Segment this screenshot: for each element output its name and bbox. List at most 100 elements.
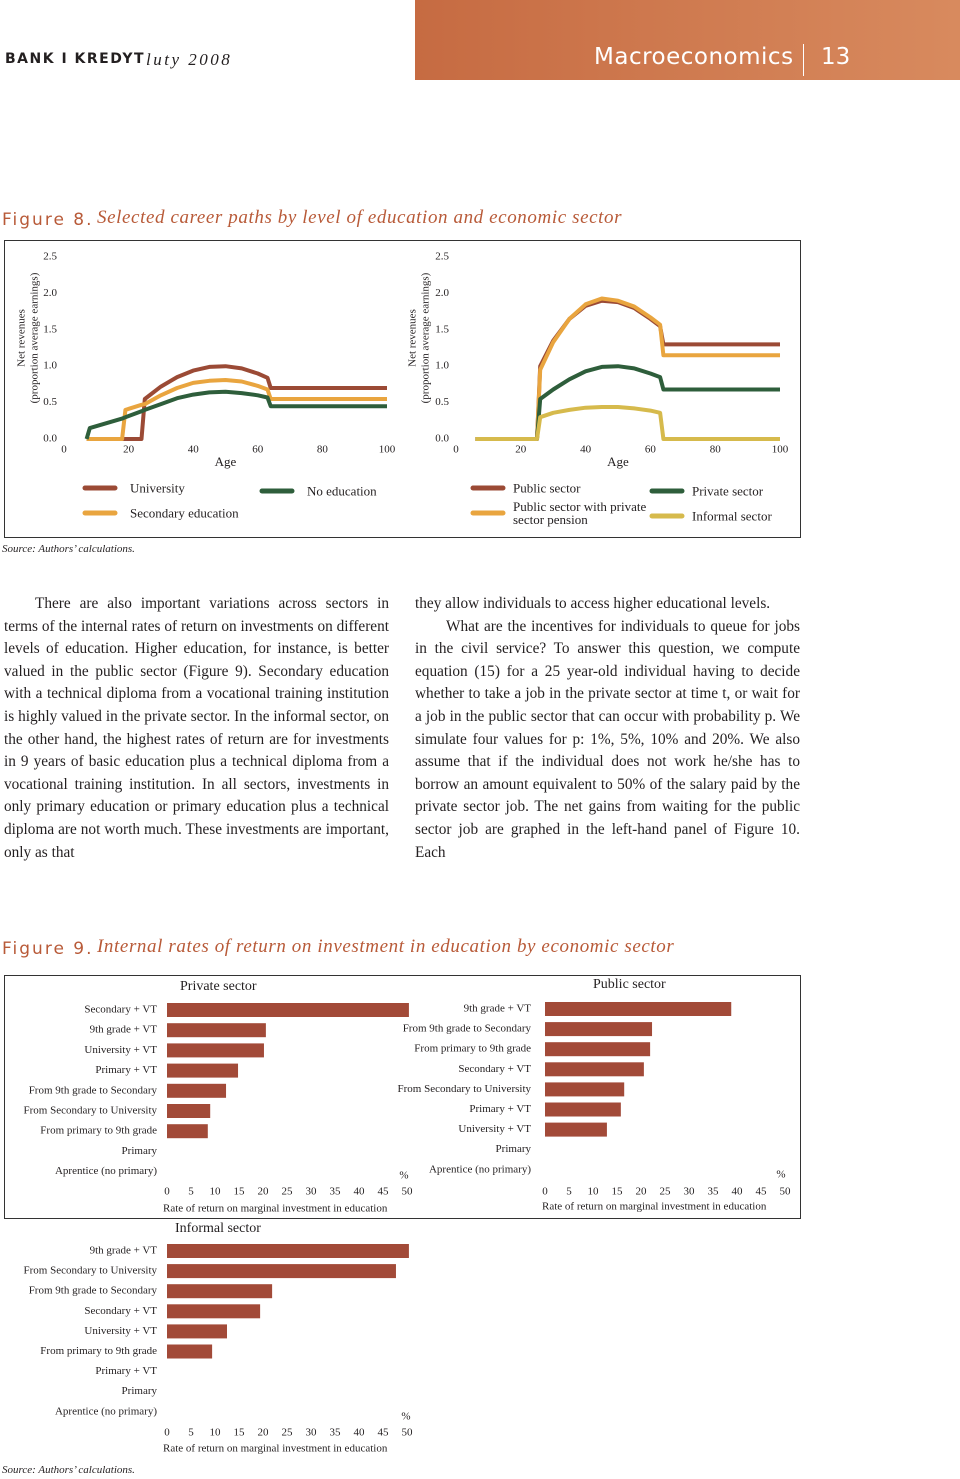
x-axis-label: Rate of return on marginal investment in… [163, 1443, 388, 1455]
x-tick-label: 15 [234, 1427, 246, 1439]
category-label: Primary [122, 1385, 158, 1397]
x-tick-label: 10 [210, 1427, 222, 1439]
bar [167, 1284, 273, 1299]
category-label: Primary + VT [95, 1365, 157, 1377]
category-label: From 9th grade to Secondary [29, 1285, 158, 1297]
x-tick-label: 0 [61, 444, 67, 456]
unit-label: % [401, 1411, 410, 1423]
x-tick-label: 0 [453, 444, 459, 456]
y-axis-label: (proportion average earnings) [420, 272, 432, 403]
chart-title: Public sector [593, 977, 666, 992]
x-tick-label: 30 [306, 1186, 318, 1198]
category-label: From primary to 9th grade [40, 1345, 157, 1357]
category-label: Aprentice (no primary) [55, 1165, 157, 1177]
unit-label: % [776, 1169, 785, 1181]
category-label: From primary to 9th grade [414, 1043, 531, 1055]
x-tick-label: 35 [330, 1186, 342, 1198]
legend-label: Public sector with private sector pensio… [513, 499, 647, 527]
series-line [475, 296, 780, 441]
x-tick-label: 0 [164, 1186, 170, 1198]
figure-label: Figure 8. [2, 210, 94, 230]
series-line [475, 298, 780, 441]
x-tick-label: 20 [258, 1186, 270, 1198]
category-label: University + VT [84, 1044, 157, 1056]
publication: BANK I KREDYT [5, 51, 146, 67]
x-tick-label: 10 [588, 1186, 600, 1198]
x-tick-label: 0 [542, 1186, 548, 1198]
category-label: From Secondary to University [23, 1105, 157, 1117]
x-tick-label: 40 [354, 1427, 366, 1439]
bar [545, 1002, 732, 1016]
category-label: From Secondary to University [23, 1265, 157, 1277]
x-tick-label: 10 [210, 1186, 222, 1198]
category-label: Primary [122, 1145, 158, 1157]
unit-label: % [399, 1170, 408, 1182]
x-tick-label: 40 [354, 1186, 366, 1198]
series-line [86, 378, 387, 441]
paragraph: What are the incentives for individuals … [415, 617, 800, 861]
x-tick-label: 40 [732, 1186, 744, 1198]
x-tick-label: 60 [252, 444, 264, 456]
category-label: University + VT [458, 1123, 531, 1135]
header-band [415, 0, 960, 80]
y-axis-label: (proportion average earnings) [29, 272, 41, 403]
x-tick-label: 0 [164, 1427, 170, 1439]
series-line [84, 389, 387, 440]
bar [167, 1304, 261, 1319]
y-tick-label: 0.0 [43, 433, 57, 445]
y-tick-label: 2.5 [435, 251, 449, 263]
legend-label: Private sector [692, 483, 764, 499]
bar [167, 1083, 227, 1098]
x-tick-label: 15 [234, 1186, 246, 1198]
chart-title: Private sector [180, 979, 257, 994]
series-line [86, 364, 387, 441]
bar [545, 1062, 644, 1077]
x-tick-label: 50 [402, 1427, 414, 1439]
category-label: 9th grade + VT [90, 1024, 158, 1036]
y-tick-label: 1.5 [43, 323, 57, 335]
y-tick-label: 1.5 [435, 323, 449, 335]
paragraph: they allow individuals to access higher … [415, 595, 771, 612]
category-label: From 9th grade to Secondary [403, 1023, 532, 1035]
issue: luty 2008 [146, 50, 233, 69]
bar [167, 1324, 227, 1339]
paragraph: There are also important variations acro… [4, 595, 389, 861]
bar [167, 1344, 213, 1359]
category-label: Secondary + VT [458, 1063, 531, 1075]
bar [545, 1082, 625, 1097]
bar [167, 1043, 264, 1058]
category-label: Secondary + VT [84, 1004, 157, 1016]
x-tick-label: 50 [780, 1186, 792, 1198]
x-tick-label: 50 [402, 1186, 414, 1198]
bar [167, 1124, 208, 1139]
x-tick-label: 35 [708, 1186, 720, 1198]
source: Source: Authors’ calculations. [2, 1464, 135, 1476]
separator [803, 44, 804, 76]
y-axis-label: Net revenues [407, 309, 419, 367]
page-number: 13 [821, 44, 851, 70]
legend-label: University [130, 480, 185, 496]
bar [167, 1244, 409, 1258]
source: Source: Authors’ calculations. [2, 543, 135, 555]
text-column: There are also important variations acro… [4, 593, 389, 864]
figure-frame [4, 975, 801, 1219]
bar [545, 1042, 651, 1057]
x-tick-label: 30 [684, 1186, 696, 1198]
bar [167, 1023, 266, 1038]
x-tick-label: 5 [566, 1186, 572, 1198]
x-tick-label: 45 [756, 1186, 768, 1198]
x-tick-label: 35 [330, 1427, 342, 1439]
category-label: Secondary + VT [84, 1305, 157, 1317]
x-tick-label: 45 [378, 1427, 390, 1439]
y-tick-label: 0.0 [435, 433, 449, 445]
category-label: Primary + VT [469, 1103, 531, 1115]
x-tick-label: 5 [188, 1427, 194, 1439]
figure-label: Figure 9. [2, 939, 94, 959]
bar [167, 1264, 396, 1279]
legend-label: Secondary education [130, 505, 239, 521]
category-label: 9th grade + VT [464, 1003, 532, 1015]
y-axis-label: Net revenues [16, 309, 28, 367]
bar [545, 1102, 621, 1117]
